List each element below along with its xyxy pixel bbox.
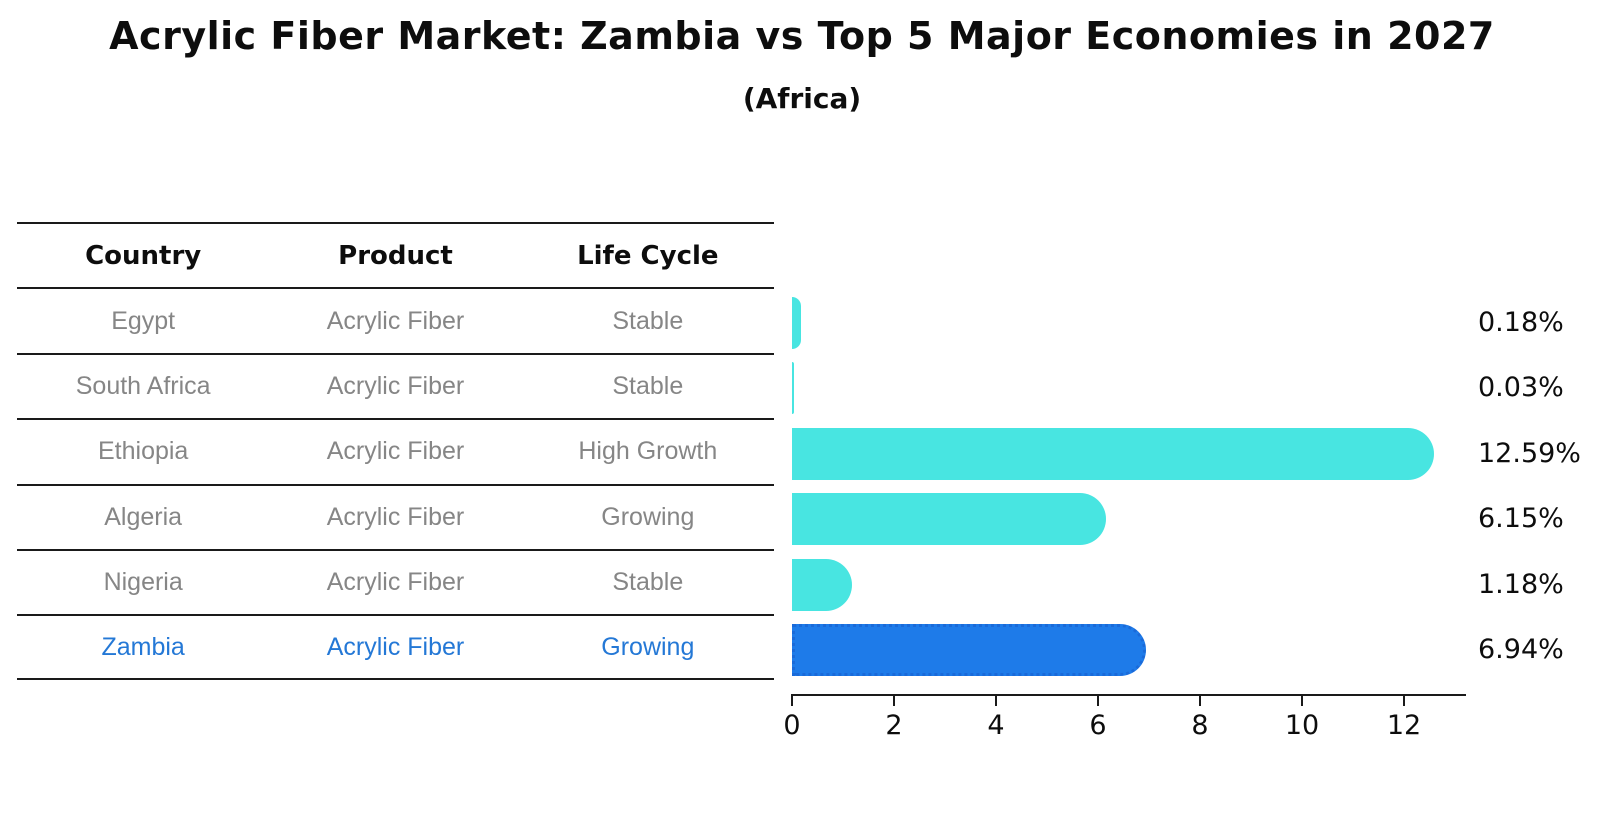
bar-zambia [792,624,1146,676]
product-cell: Acrylic Fiber [326,371,465,400]
table-header-row: Country Product Life Cycle [17,222,774,287]
x-tick-label-8: 8 [1191,710,1209,741]
x-tick-mark-2 [893,694,895,706]
value-label-zambia: 6.94% [1478,634,1564,665]
chart-subtitle: (Africa) [742,82,862,115]
column-header-country: Country [85,240,202,271]
x-axis-line [791,694,1467,696]
x-tick-label-6: 6 [1089,710,1107,741]
life-cycle-cell: Stable [612,371,684,400]
product-cell: Acrylic Fiber [326,306,465,335]
life-cycle-cell: Stable [612,568,684,597]
product-cell: Acrylic Fiber [326,502,465,531]
table-row-nigeria: Nigeria Acrylic Fiber Stable [17,548,774,614]
x-tick-label-12: 12 [1386,710,1422,741]
value-label-egypt: 0.18% [1478,307,1564,338]
x-tick-label-10: 10 [1284,710,1320,741]
bar-egypt [792,297,802,349]
bar-south-africa [792,362,794,415]
product-cell: Acrylic Fiber [326,568,465,597]
x-tick-mark-12 [1403,694,1405,706]
country-cell: Zambia [101,632,185,661]
column-header-product: Product [338,240,453,271]
x-tick-label-2: 2 [885,710,903,741]
x-tick-mark-10 [1301,694,1303,706]
value-label-ethiopia: 12.59% [1478,437,1581,469]
life-cycle-cell: High Growth [578,437,718,466]
product-cell: Acrylic Fiber [326,437,465,466]
country-cell: Algeria [104,502,183,531]
bar-nigeria [792,558,853,611]
x-tick-label-4: 4 [987,710,1005,741]
table-row-algeria: Algeria Acrylic Fiber Growing [17,483,774,549]
life-cycle-cell: Growing [601,502,695,531]
value-label-nigeria: 1.18% [1478,568,1564,600]
chart-title: Acrylic Fiber Market: Zambia vs Top 5 Ma… [109,14,1495,58]
x-tick-mark-6 [1097,694,1099,706]
life-cycle-cell: Growing [601,632,695,661]
table-row-egypt: Egypt Acrylic Fiber Stable [17,287,774,352]
column-header-life-cycle: Life Cycle [577,240,719,271]
country-cell: Nigeria [103,568,183,597]
bar-algeria [792,493,1106,546]
table-row-ethiopia: Ethiopia Acrylic Fiber High Growth [17,418,774,483]
country-cell: South Africa [75,371,211,400]
country-cell: Ethiopia [97,437,189,466]
x-tick-label-0: 0 [783,710,801,741]
value-label-algeria: 6.15% [1478,503,1564,535]
bar-ethiopia [792,427,1435,480]
table-row-zambia: Zambia Acrylic Fiber Growing [17,614,774,680]
product-cell: Acrylic Fiber [326,632,465,661]
x-tick-mark-4 [995,694,997,706]
comparison-table: Country Product Life Cycle Egypt Acrylic Fib… [17,222,774,680]
x-tick-mark-0 [791,694,793,706]
life-cycle-cell: Stable [612,306,684,335]
x-tick-mark-8 [1199,694,1201,706]
value-label-south-africa: 0.03% [1478,372,1564,404]
country-cell: Egypt [111,306,176,335]
table-row-south-africa: South Africa Acrylic Fiber Stable [17,352,774,418]
